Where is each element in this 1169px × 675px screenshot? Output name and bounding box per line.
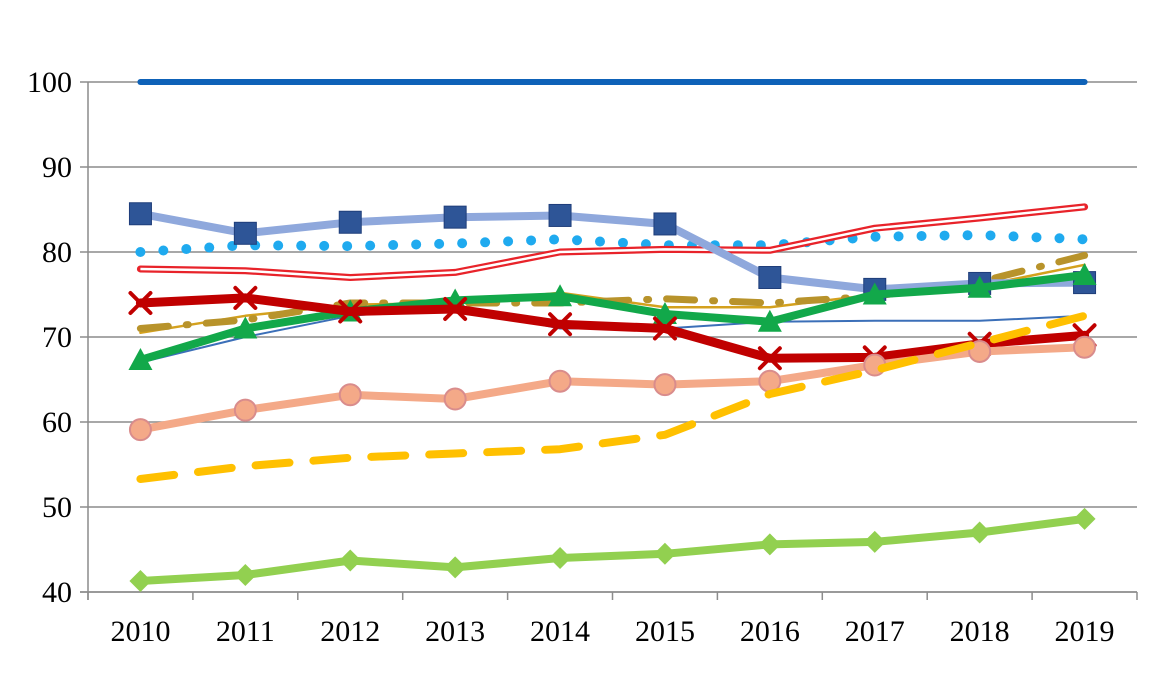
- series-double-red: [136, 203, 1089, 281]
- series-green-triangles-point-2017: [862, 282, 887, 305]
- x-tick-label-2015: 2015: [635, 615, 695, 648]
- x-tick-label-2011: 2011: [216, 615, 275, 648]
- series-lightgreen-diamonds-point-2019: [1073, 507, 1096, 530]
- series-green-triangles-point-2014: [548, 284, 573, 307]
- series-lightgreen-diamonds-point-2010: [129, 569, 152, 592]
- series-darkred-x-point-2010: [128, 291, 153, 315]
- series-salmon-circles-point-2011: [233, 398, 257, 422]
- series-dotted-blue: [135, 230, 1090, 257]
- series-salmon-circles-point-2013: [443, 387, 467, 411]
- x-tick-label-2012: 2012: [320, 615, 380, 648]
- series-lightgreen-diamonds-point-2015: [653, 542, 676, 565]
- x-tick-label-2014: 2014: [530, 615, 590, 648]
- series-lightgreen-diamonds-point-2013: [444, 556, 467, 579]
- x-tick-label-2013: 2013: [425, 615, 485, 648]
- series-green-triangles-line: [136, 271, 1089, 364]
- series-darkred-x-point-2013: [443, 296, 468, 321]
- series-darkred-x-point-2016: [757, 346, 782, 371]
- series-salmon-circles-point-2015: [653, 373, 677, 397]
- y-tick-label-40: 40: [42, 576, 72, 609]
- axes: [80, 81, 1138, 600]
- series-green-triangles-point-2016: [757, 309, 782, 332]
- x-tick-label-2010: 2010: [110, 615, 170, 648]
- series-darkred-x-point-2015: [652, 316, 677, 341]
- series-light-blue-squares-line: [136, 209, 1089, 294]
- series-darkred-x-point-2011: [233, 285, 258, 310]
- x-tick-label-2016: 2016: [740, 615, 800, 648]
- series-salmon-circles-line: [136, 343, 1089, 434]
- x-tick-label-2019: 2019: [1055, 615, 1115, 648]
- series-lightgreen-diamonds-point-2016: [758, 533, 781, 556]
- series-double-red-line-inner: [140, 205, 1085, 279]
- x-tick-label-2017: 2017: [845, 615, 905, 648]
- series-light-blue-squares-point-2013: [443, 205, 467, 229]
- series-light-blue-squares-point-2011: [233, 221, 257, 245]
- series-lightgreen-diamonds-point-2011: [234, 564, 257, 586]
- series-green-triangles-point-2011: [233, 316, 258, 339]
- series-group: [128, 79, 1097, 592]
- y-tick-label-50: 50: [42, 491, 72, 524]
- series-yellow-dashed: [136, 311, 1089, 483]
- series-lightgreen-diamonds-point-2018: [968, 521, 991, 544]
- series-salmon-circles-point-2014: [548, 369, 572, 393]
- series-lightgreen-diamonds-point-2017: [863, 530, 886, 553]
- series-salmon-circles-point-2019: [1073, 335, 1097, 359]
- y-tick-label-60: 60: [42, 406, 72, 439]
- y-tick-label-80: 80: [42, 236, 72, 269]
- series-darkred-x-point-2014: [548, 312, 573, 337]
- series-light-blue-squares-point-2012: [338, 210, 362, 234]
- series-darkred-x-point-2012: [338, 299, 363, 324]
- series-dotted-blue-line: [135, 230, 1090, 257]
- tick-labels: 40 50 60 70 80 90 100 2010 2011 2012 2013 2014 2015 2…: [27, 66, 1115, 648]
- x-tick-label-2018: 2018: [950, 615, 1010, 648]
- y-tick-label-100: 100: [27, 66, 72, 99]
- series-lightgreen-diamonds-point-2012: [339, 549, 362, 572]
- series-yellow-dashed-line: [136, 311, 1089, 483]
- y-tick-label-90: 90: [42, 151, 72, 184]
- series-green-triangles-point-2010: [128, 347, 153, 370]
- series-green-triangles-point-2018: [967, 275, 992, 298]
- series-light-blue-squares-point-2016: [758, 266, 782, 289]
- series-salmon-circles-point-2010: [128, 418, 152, 442]
- series-salmon-circles-point-2012: [338, 383, 362, 407]
- series-light-blue-squares-point-2014: [548, 203, 572, 227]
- series-green-triangles-point-2015: [652, 302, 677, 325]
- series-lightgreen-diamonds-point-2014: [549, 547, 572, 569]
- series-light-blue-squares-point-2010: [128, 202, 152, 226]
- series-green-triangles-point-2019: [1072, 262, 1097, 285]
- series-light-blue-squares-point-2015: [653, 212, 677, 236]
- series-lightgreen-diamonds: [129, 507, 1096, 592]
- series-darkred-x-line: [135, 293, 1090, 363]
- series-lightgreen-diamonds-line: [136, 514, 1089, 585]
- series-salmon-circles: [128, 335, 1097, 442]
- series-light-blue-squares: [128, 202, 1097, 301]
- y-tick-label-70: 70: [42, 321, 72, 354]
